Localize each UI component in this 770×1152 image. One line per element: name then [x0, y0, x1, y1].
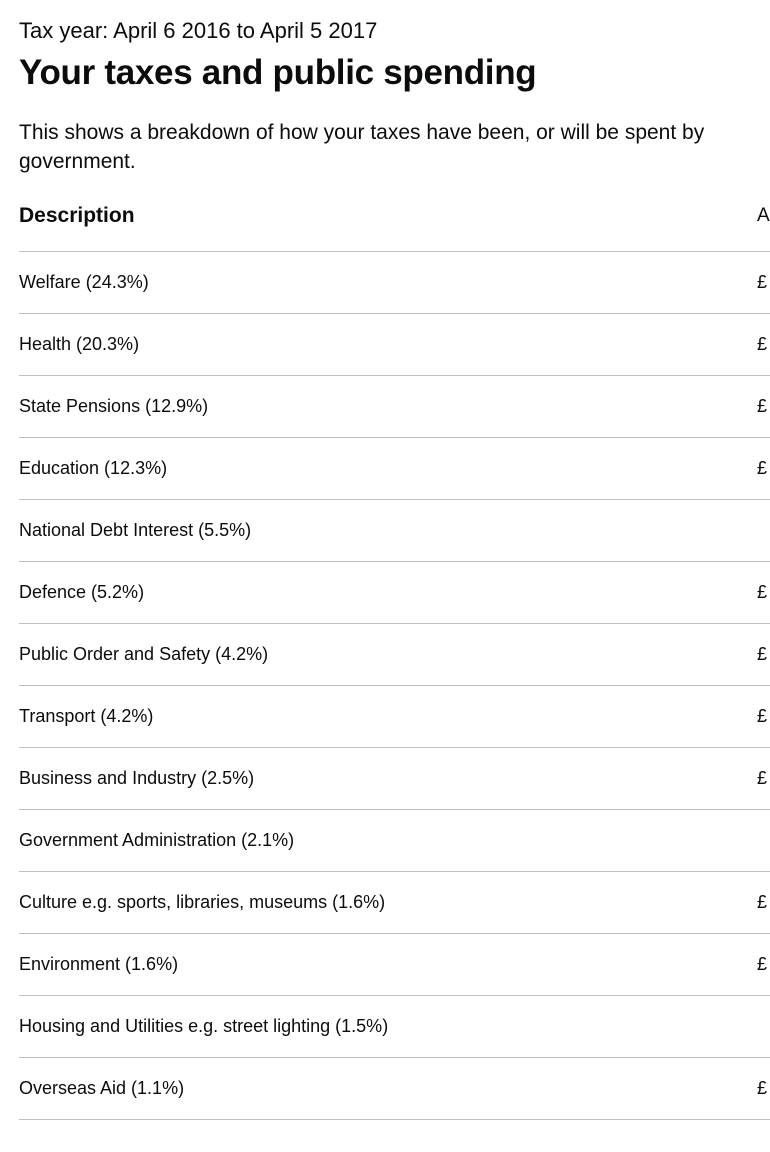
intro-text: This shows a breakdown of how your taxes… — [19, 121, 705, 173]
table-row: Transport (4.2%) £ — [19, 686, 770, 748]
table-row: Defence (5.2%) £ — [19, 562, 770, 624]
table-row: National Debt Interest (5.5%) — [19, 500, 770, 562]
table-row: Environment (1.6%) £ — [19, 934, 770, 996]
row-amount: £ — [757, 396, 768, 416]
page: Tax year: April 6 2016 to April 5 2017 Y… — [19, 0, 770, 1152]
row-amount: £ — [757, 768, 768, 788]
page-title: Your taxes and public spending — [19, 53, 537, 92]
row-description: Business and Industry (2.5%) — [19, 768, 255, 788]
table-row: Business and Industry (2.5%) £ — [19, 748, 770, 810]
row-description: Transport (4.2%) — [19, 706, 154, 726]
row-amount: £ — [757, 1078, 768, 1098]
table-row: Overseas Aid (1.1%) £ — [19, 1058, 770, 1120]
row-amount: £ — [757, 334, 768, 354]
row-description: Culture e.g. sports, libraries, museums … — [19, 892, 386, 912]
spending-table: Description A Welfare (24.3%) £ Health (… — [19, 190, 770, 1120]
row-amount: £ — [757, 582, 768, 602]
table-header-row: Description A — [19, 190, 770, 252]
table-row: Education (12.3%) £ — [19, 438, 770, 500]
row-description: Environment (1.6%) — [19, 954, 179, 974]
row-amount: £ — [757, 892, 768, 912]
row-description: Welfare (24.3%) — [19, 272, 149, 292]
column-header-description: Description — [19, 204, 135, 227]
row-description: National Debt Interest (5.5%) — [19, 520, 252, 540]
row-amount: £ — [757, 954, 768, 974]
row-description: Defence (5.2%) — [19, 582, 145, 602]
row-description: Health (20.3%) — [19, 334, 140, 354]
row-amount: £ — [757, 272, 768, 292]
table-row: Welfare (24.3%) £ — [19, 252, 770, 314]
table-row: State Pensions (12.9%) £ — [19, 376, 770, 438]
table-row: Housing and Utilities e.g. street lighti… — [19, 996, 770, 1058]
table-row: Culture e.g. sports, libraries, museums … — [19, 872, 770, 934]
row-amount: £ — [757, 458, 768, 478]
row-description: Public Order and Safety (4.2%) — [19, 644, 269, 664]
row-description: Housing and Utilities e.g. street lighti… — [19, 1016, 389, 1036]
row-amount: £ — [757, 644, 768, 664]
row-description: Government Administration (2.1%) — [19, 830, 295, 850]
column-header-amount: A — [757, 205, 770, 226]
row-description: Education (12.3%) — [19, 458, 168, 478]
row-description: Overseas Aid (1.1%) — [19, 1078, 185, 1098]
table-row: Public Order and Safety (4.2%) £ — [19, 624, 770, 686]
tax-year-caption: Tax year: April 6 2016 to April 5 2017 — [19, 18, 378, 43]
table-row: Government Administration (2.1%) — [19, 810, 770, 872]
table-row: Health (20.3%) £ — [19, 314, 770, 376]
row-amount: £ — [757, 706, 768, 726]
row-description: State Pensions (12.9%) — [19, 396, 209, 416]
